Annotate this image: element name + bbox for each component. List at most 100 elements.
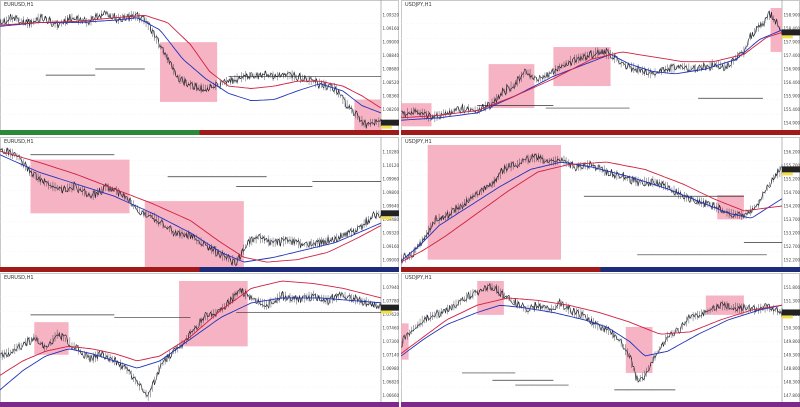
price-tick-label: 148.300 [784,379,800,384]
price-tick-label: 150.300 [784,326,800,331]
bid-price-tag [381,125,392,129]
chart-panel-eurusd-1[interactable]: 1.09320 1.09160 1.09000 1.08840 1.08680 1.085… [0,0,399,135]
timeline-strip [0,402,200,407]
price-tick-label: 1.09160 [383,26,400,31]
chart-panel-usdjpy-3[interactable]: 151.800151.300150.800150.300149.800149.3… [401,273,800,407]
timeline-strip [600,130,800,135]
price-tick-label: 1.07940 [383,285,400,290]
highlight-zone [625,326,653,373]
panel-title: EURUSD,H1 [4,2,34,8]
price-tick-label: 1.08680 [383,67,400,72]
timeline-strip [401,267,601,272]
price-tick-label: 154.900 [784,121,800,126]
highlight-zone [179,281,248,347]
price-tick-label: 1.07620 [383,312,400,317]
price-tick-label: 1.10120 [383,163,400,168]
timeline-strip [401,130,601,135]
panel-title: EURUSD,H1 [4,275,34,281]
panel-frame [401,273,800,407]
timeline-strip [600,267,800,272]
current-price-tag [782,309,800,316]
panel-title: USDJPY,H1 [405,139,432,145]
price-tick-label: 1.09000 [383,39,400,44]
price-tick-label: 1.06980 [383,366,400,371]
highlight-zone [34,322,69,355]
price-tick-label: 157.900 [784,39,800,44]
price-tick-label: 158.400 [784,26,800,31]
price-series [401,282,783,383]
highlight-zone [160,42,218,102]
price-tick-label: 1.09160 [383,244,400,249]
price-tick-label: 153.200 [784,231,800,236]
ma-slow-line [401,161,783,263]
current-price-tag [782,29,800,36]
price-tick-label: 1.08520 [383,80,400,85]
price-tick-label: 156.200 [784,149,800,154]
price-tick-label: 1.07780 [383,299,400,304]
price-tick-label: 158.900 [784,12,800,17]
chart-panel-eurusd-2[interactable]: 1.10280 1.10120 1.09960 1.09800 1.09640 1.094… [0,137,399,272]
price-tick-label: 152.700 [784,244,800,249]
current-price-tag [381,119,399,126]
highlight-zone [354,99,381,130]
ma-fast-line [0,297,382,391]
highlight-zone [144,201,244,267]
price-tick-label: 1.09000 [383,258,400,263]
price-series [0,147,382,267]
highlight-zone [770,8,782,52]
ma-fast-line [0,154,382,263]
price-series [0,9,382,129]
price-tick-label: 157.400 [784,53,800,58]
panel-title: USDJPY,H1 [405,275,432,281]
price-tick-label: 154.700 [784,190,800,195]
timeline-strip [401,402,601,407]
price-tick-label: 1.06820 [383,379,400,384]
ma-slow-line [0,15,382,109]
chart-panel-usdjpy-2[interactable]: 156.200 155.700 155.200 154.700 154.200 153.7… [401,137,800,272]
timeline-strip [600,402,800,407]
price-tick-label: 149.800 [784,339,800,344]
price-series [0,287,382,397]
ma-fast-line [401,29,783,121]
price-tick-label: 1.07300 [383,339,400,344]
timeline-strip [199,402,399,407]
price-tick-label: 1.06660 [383,393,400,398]
price-tick-label: 153.700 [784,217,800,222]
ma-fast-line [401,304,783,357]
price-tick-label: 156.900 [784,67,800,72]
price-tick-label: 1.09640 [383,204,400,209]
ma-fast-line [0,17,382,114]
price-tick-label: 1.08840 [383,53,400,58]
timeline-strip [199,130,399,135]
chart-panel-usdjpy-1[interactable]: 158.900 158.400 157.900 157.400 156.900 156.4… [401,0,800,135]
price-tick-label: 1.09320 [383,231,400,236]
price-tick-label: 1.09480 [383,217,400,222]
panel-title: EURUSD,H1 [4,139,34,145]
price-series [401,10,783,121]
timeline-strip [199,267,399,272]
price-tick-label: 1.07140 [383,352,400,357]
price-tick-label: 1.08360 [383,94,400,99]
chart-panel-eurusd-3[interactable]: 1.07940 1.07780 1.07620 1.07460 1.07300 1.071… [0,273,399,407]
price-tick-label: 156.400 [784,80,800,85]
current-price-tag [381,304,399,311]
ma-slow-line [0,150,382,263]
current-price-tag [381,210,399,217]
bid-price-tag [381,216,392,220]
highlight-zone [30,159,130,214]
highlight-zone [401,323,409,360]
ma-slow-line [401,31,783,119]
bid-price-tag [782,315,793,319]
price-tick-label: 147.800 [784,393,800,398]
price-tick-label: 155.200 [784,176,800,181]
price-tick-label: 151.800 [784,285,800,290]
price-tick-label: 1.09800 [383,190,400,195]
timeline-strip [0,267,200,272]
bid-price-tag [381,310,392,314]
ma-fast-line [401,161,783,262]
price-tick-label: 154.200 [784,204,800,209]
timeline-strip [0,130,200,135]
price-tick-label: 151.300 [784,299,800,304]
ma-slow-line [0,280,382,376]
